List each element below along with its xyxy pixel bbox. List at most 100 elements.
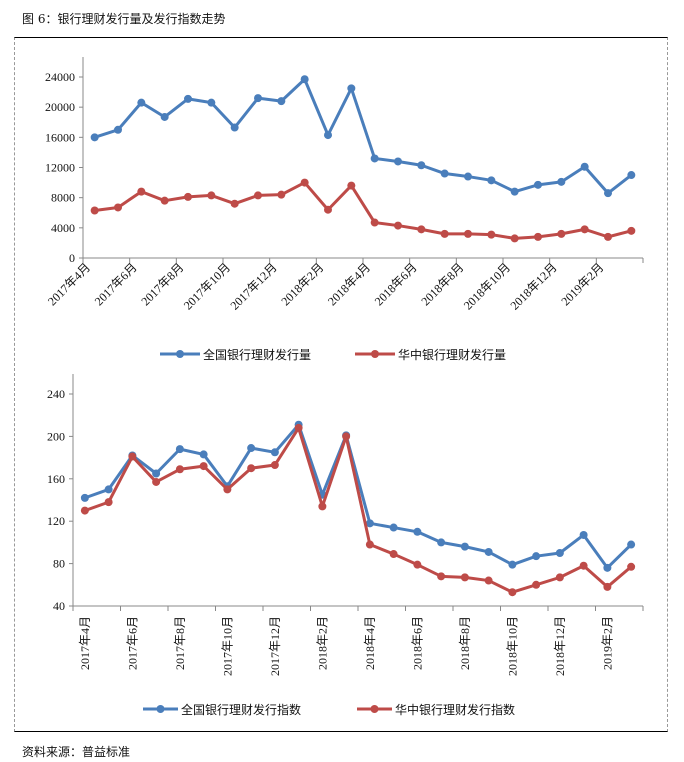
- data-point: [555, 549, 564, 557]
- legend-label: 全国银行理财发行量: [203, 347, 311, 362]
- data-point: [137, 98, 146, 107]
- legend-marker: [156, 705, 165, 713]
- data-point: [152, 477, 161, 486]
- data-point: [230, 123, 239, 132]
- x-tick-label: 2018年10月: [461, 260, 513, 312]
- x-tick-label: 2018年6月: [410, 616, 424, 670]
- data-point: [175, 465, 184, 474]
- data-point: [460, 542, 469, 551]
- data-point: [270, 448, 279, 457]
- data-point: [207, 191, 216, 200]
- data-point: [114, 125, 122, 134]
- y-tick-label: 12000: [45, 161, 75, 175]
- data-point: [230, 199, 239, 208]
- data-point: [394, 157, 402, 166]
- x-tick-label: 2017年10月: [181, 260, 233, 312]
- data-point: [104, 485, 113, 494]
- x-tick-label: 2017年4月: [45, 260, 93, 308]
- data-point: [175, 445, 184, 454]
- data-point: [223, 485, 232, 494]
- data-point: [464, 172, 472, 181]
- data-point: [484, 576, 493, 585]
- x-tick-label: 2018年12月: [553, 616, 567, 676]
- legend-marker: [370, 705, 379, 713]
- data-point: [365, 540, 374, 549]
- figure-frame: [14, 37, 668, 732]
- x-tick-label: 2018年6月: [372, 260, 420, 308]
- x-tick-label: 2017年8月: [138, 260, 186, 308]
- x-tick-label: 2017年8月: [173, 616, 187, 670]
- data-point: [603, 563, 612, 572]
- y-tick-label: 120: [47, 514, 65, 528]
- data-point: [300, 178, 309, 187]
- data-point: [270, 461, 279, 470]
- x-tick-label: 2018年8月: [458, 616, 472, 670]
- x-tick-label: 2017年6月: [92, 260, 140, 308]
- data-point: [555, 573, 564, 582]
- data-point: [199, 450, 208, 459]
- data-point: [510, 187, 519, 196]
- data-point: [254, 94, 262, 103]
- data-point: [160, 196, 169, 205]
- y-tick-label: 24000: [45, 70, 75, 84]
- data-point: [324, 205, 332, 214]
- x-tick-label: 2018年4月: [363, 616, 377, 670]
- data-point: [324, 131, 332, 140]
- data-point: [417, 225, 426, 234]
- series-line: [84, 426, 633, 594]
- x-tick-label: 2017年4月: [78, 616, 92, 670]
- series-line: [94, 181, 632, 240]
- data-point: [80, 493, 89, 502]
- x-tick-label: 2017年10月: [220, 616, 234, 676]
- x-tick-label: 2019年2月: [558, 260, 606, 308]
- data-point: [603, 582, 612, 591]
- data-point: [277, 190, 286, 199]
- y-tick-label: 80: [53, 557, 65, 571]
- x-tick-label: 2018年2月: [315, 616, 329, 670]
- legend-label: 华中银行理财发行量: [398, 347, 506, 362]
- x-tick-label: 2018年10月: [505, 616, 519, 676]
- data-point: [247, 444, 256, 453]
- data-point: [580, 162, 589, 171]
- data-point: [80, 506, 89, 515]
- data-point: [604, 232, 612, 241]
- data-point: [370, 218, 379, 227]
- data-point: [437, 538, 446, 547]
- data-point: [440, 229, 449, 238]
- data-point: [627, 540, 636, 549]
- data-point: [184, 192, 192, 201]
- data-point: [579, 530, 588, 539]
- data-point: [627, 171, 636, 180]
- data-point: [508, 560, 517, 569]
- data-point: [510, 234, 519, 243]
- legend-label: 全国银行理财发行指数: [181, 702, 301, 717]
- chart-2: 40 80 120 160 200 240 2017年4月 2017年6月 2017年8月 201…: [47, 374, 644, 717]
- data-point: [247, 464, 256, 473]
- data-point: [207, 98, 216, 107]
- chart-1: 040008000120001600020000240002017年4月2017…: [45, 57, 644, 362]
- data-point: [137, 187, 146, 196]
- legend-marker: [176, 350, 184, 358]
- data-point: [277, 97, 286, 106]
- legend-marker: [371, 350, 379, 358]
- data-point: [160, 112, 169, 121]
- data-point: [294, 423, 303, 432]
- data-point: [90, 206, 99, 215]
- data-point: [104, 498, 113, 507]
- data-point: [318, 502, 327, 511]
- series-line: [94, 77, 633, 195]
- data-point: [464, 229, 472, 238]
- data-point: [557, 177, 566, 186]
- x-tick-label: 2018年2月: [278, 260, 326, 308]
- data-point: [627, 226, 636, 235]
- x-tick-label: 2017年12月: [268, 616, 282, 676]
- y-tick-label: 4000: [51, 221, 75, 235]
- data-point: [389, 523, 398, 532]
- data-point: [184, 94, 192, 103]
- data-point: [128, 452, 137, 461]
- data-point: [413, 527, 422, 536]
- y-tick-label: 0: [69, 251, 75, 265]
- data-point: [437, 572, 446, 581]
- x-tick-label: 2017年12月: [227, 260, 279, 312]
